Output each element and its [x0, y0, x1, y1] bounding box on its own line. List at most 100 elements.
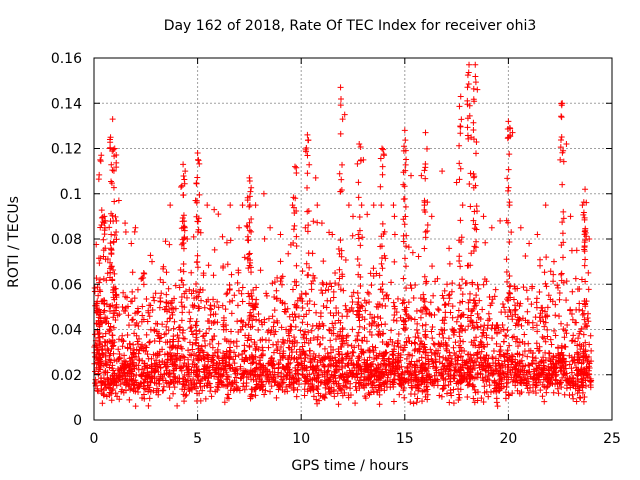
data-point [110, 314, 117, 321]
data-point [419, 398, 426, 405]
data-point [163, 330, 170, 337]
data-point [320, 322, 327, 329]
data-point [445, 335, 452, 342]
data-point [552, 301, 559, 308]
data-point [579, 311, 586, 318]
data-point [367, 311, 374, 318]
data-point [418, 172, 425, 179]
data-point [306, 264, 313, 271]
data-point [439, 168, 446, 175]
data-point [457, 123, 464, 130]
data-point [127, 345, 134, 352]
data-point [474, 371, 481, 378]
data-point [270, 361, 277, 368]
data-point [457, 353, 464, 360]
data-point [314, 400, 321, 407]
data-point [485, 393, 492, 400]
data-point [301, 331, 308, 338]
data-point [362, 307, 369, 314]
data-point [471, 98, 478, 105]
data-point [459, 357, 466, 364]
data-point [246, 250, 253, 257]
data-point [244, 356, 251, 363]
data-point [403, 243, 410, 250]
data-point [548, 341, 555, 348]
data-point [464, 314, 471, 321]
data-point [293, 262, 300, 269]
data-point [429, 357, 436, 364]
data-point [465, 323, 472, 330]
data-point [266, 376, 273, 383]
data-point [401, 127, 408, 134]
data-point [400, 275, 407, 282]
data-point [100, 392, 107, 399]
data-point [545, 292, 552, 299]
data-point [381, 362, 388, 369]
data-point [539, 334, 546, 341]
data-point [246, 316, 253, 323]
data-point [473, 238, 480, 245]
data-point [528, 301, 535, 308]
data-point [226, 282, 233, 289]
data-point [261, 316, 268, 323]
data-point [415, 387, 422, 394]
data-point [450, 372, 457, 379]
data-point [298, 291, 305, 298]
data-point [456, 282, 463, 289]
data-point [144, 364, 151, 371]
data-point [468, 339, 475, 346]
data-point [306, 347, 313, 354]
data-point [530, 388, 537, 395]
data-point [554, 344, 561, 351]
data-point [459, 202, 466, 209]
data-point [138, 318, 145, 325]
data-point [499, 300, 506, 307]
data-point [224, 261, 231, 268]
data-point [471, 208, 478, 215]
data-point [412, 362, 419, 369]
data-point [347, 385, 354, 392]
data-point [383, 291, 390, 298]
data-point [337, 328, 344, 335]
data-point [379, 281, 386, 288]
data-point [486, 294, 493, 301]
data-point [308, 286, 315, 293]
data-point [227, 344, 234, 351]
data-point [180, 192, 187, 199]
x-tick-label: 0 [90, 431, 99, 447]
data-point [365, 290, 372, 297]
data-point [231, 349, 238, 356]
data-point [211, 206, 218, 213]
data-point [122, 361, 129, 368]
data-point [553, 369, 560, 376]
data-point [184, 236, 191, 242]
data-point [547, 336, 554, 343]
data-point [306, 307, 313, 314]
data-point [476, 297, 483, 304]
data-point [452, 339, 459, 346]
data-point [280, 379, 287, 386]
data-point [225, 395, 232, 402]
data-point [480, 281, 487, 288]
data-point [284, 363, 291, 370]
data-point [472, 342, 479, 349]
data-point [150, 387, 157, 394]
data-point [526, 362, 533, 369]
data-point [235, 385, 242, 392]
data-point [274, 319, 281, 326]
data-point [293, 376, 300, 383]
data-point [220, 321, 227, 328]
data-point [192, 197, 199, 204]
data-point [339, 364, 346, 371]
data-point [580, 343, 587, 350]
data-point [195, 377, 202, 384]
data-point [102, 217, 109, 224]
data-point [449, 280, 456, 287]
data-point [195, 226, 202, 233]
data-point [180, 245, 187, 252]
data-point [373, 352, 380, 359]
data-point [247, 360, 254, 367]
data-point [269, 313, 276, 320]
data-point [94, 327, 101, 334]
data-point [548, 361, 555, 368]
